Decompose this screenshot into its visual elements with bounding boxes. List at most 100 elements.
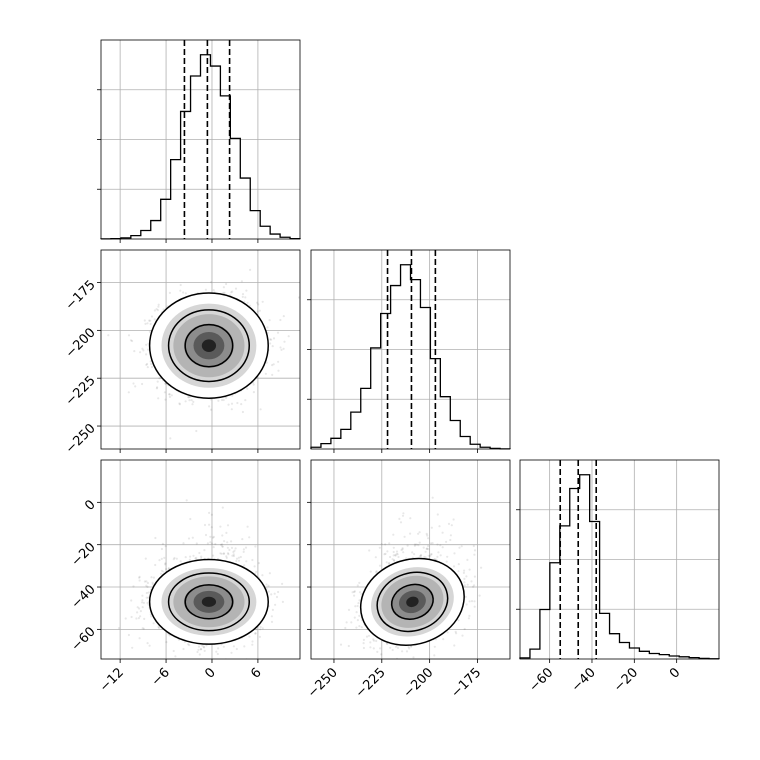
- sample-point: [138, 576, 141, 579]
- sample-point: [131, 339, 134, 343]
- sample-point: [219, 543, 223, 547]
- sample-point: [287, 335, 290, 338]
- sample-point: [162, 570, 165, 573]
- sample-point: [279, 346, 282, 349]
- histogram-panel-0: [97, 40, 301, 243]
- sample-point: [198, 551, 201, 555]
- sample-point: [136, 611, 139, 614]
- sample-point: [149, 362, 153, 366]
- sample-point: [264, 372, 267, 375]
- sample-point: [178, 403, 181, 406]
- sample-point: [221, 545, 224, 548]
- joint-content: [117, 499, 284, 659]
- sample-point: [226, 552, 230, 555]
- contour-line: [148, 292, 269, 400]
- sample-point: [170, 394, 173, 397]
- sample-point: [222, 552, 225, 555]
- sample-point: [222, 552, 226, 555]
- sample-point: [243, 645, 246, 648]
- sample-point: [152, 622, 155, 625]
- sample-point: [168, 291, 171, 294]
- sample-point: [149, 319, 152, 322]
- sample-point: [227, 553, 230, 556]
- y-tick-label: −225: [63, 373, 99, 409]
- sample-point: [138, 579, 141, 582]
- sample-point: [230, 408, 233, 411]
- sample-point: [195, 429, 198, 433]
- sample-point: [270, 338, 273, 341]
- sample-point: [133, 350, 136, 353]
- sample-point: [261, 627, 264, 630]
- sample-point: [124, 617, 127, 620]
- sample-point: [164, 545, 167, 548]
- sample-point: [144, 322, 147, 325]
- sample-point: [239, 555, 242, 559]
- sample-point: [143, 617, 146, 621]
- sample-point: [179, 289, 182, 292]
- sample-point: [153, 318, 156, 321]
- sample-point: [256, 310, 259, 313]
- sample-point: [157, 625, 160, 629]
- sample-point: [138, 575, 141, 579]
- sample-point: [173, 556, 176, 560]
- sample-point: [217, 399, 220, 402]
- sample-point: [257, 562, 260, 565]
- sample-point: [225, 556, 228, 560]
- sample-point: [212, 554, 215, 557]
- sample-point: [257, 303, 260, 306]
- sample-point: [208, 511, 211, 514]
- sample-point: [139, 351, 142, 354]
- sample-point: [130, 615, 133, 619]
- sample-point: [232, 554, 235, 558]
- sample-point: [107, 334, 110, 337]
- sample-point: [230, 291, 233, 294]
- sample-point: [230, 546, 234, 550]
- sample-point: [158, 377, 161, 380]
- sample-point: [150, 315, 154, 318]
- sample-point: [221, 545, 224, 548]
- sample-point: [282, 315, 285, 318]
- sample-point: [221, 506, 224, 509]
- sample-point: [251, 640, 254, 643]
- sample-point: [197, 645, 201, 648]
- sample-point: [192, 400, 195, 403]
- sample-point: [268, 319, 271, 322]
- sample-point: [179, 283, 182, 287]
- sample-point: [211, 536, 215, 539]
- sample-point: [172, 558, 175, 561]
- sample-point: [151, 581, 154, 584]
- sample-point: [146, 322, 149, 325]
- sample-point: [276, 331, 280, 334]
- sample-point: [138, 607, 141, 610]
- sample-point: [184, 400, 187, 403]
- sample-point: [282, 347, 285, 350]
- sample-point: [175, 557, 178, 560]
- sample-point: [235, 559, 238, 563]
- histogram-step-0: [100, 54, 301, 240]
- sample-point: [167, 567, 170, 570]
- sample-point: [156, 386, 159, 389]
- sample-point: [277, 360, 280, 363]
- sample-point: [142, 627, 145, 630]
- sample-point: [271, 608, 274, 612]
- sample-point: [141, 382, 144, 386]
- sample-point: [187, 396, 190, 399]
- sample-point: [182, 291, 185, 294]
- sample-point: [145, 596, 148, 599]
- sample-point: [142, 349, 145, 352]
- sample-point: [212, 546, 215, 549]
- sample-point: [234, 547, 237, 550]
- sample-point: [259, 628, 262, 631]
- sample-point: [259, 625, 262, 629]
- sample-point: [145, 343, 148, 346]
- sample-point: [184, 292, 187, 295]
- sample-point: [230, 540, 233, 543]
- sample-point: [221, 543, 224, 546]
- sample-point: [244, 399, 247, 402]
- sample-point: [219, 552, 222, 555]
- sample-point: [146, 642, 149, 645]
- sample-point: [127, 633, 130, 637]
- sample-point: [137, 617, 140, 620]
- sample-point: [145, 353, 148, 356]
- sample-point: [225, 531, 228, 535]
